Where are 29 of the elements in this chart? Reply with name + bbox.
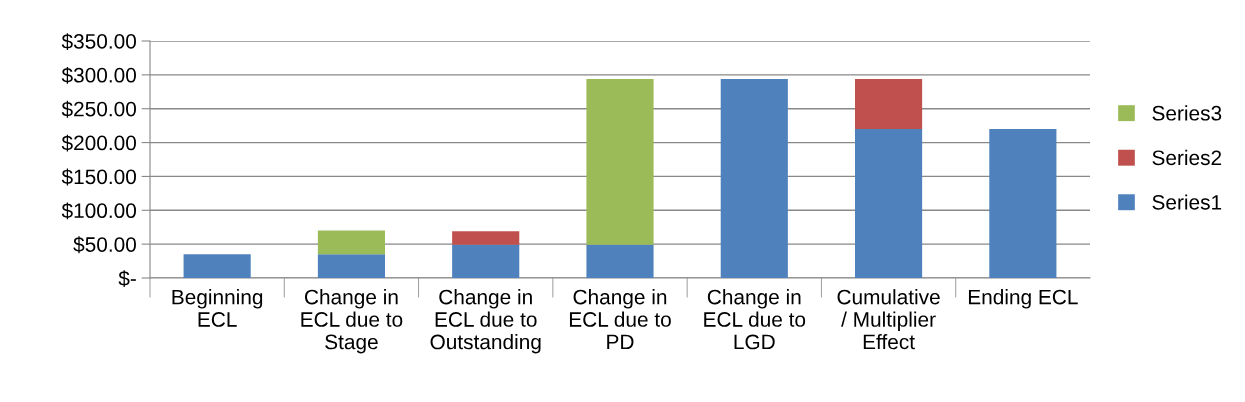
x-tick-label: Change in ECL due to LGD: [704, 289, 806, 350]
x-tick-label: Beginning ECL: [172, 289, 263, 327]
bar: [720, 78, 788, 278]
y-tick-label: $100.00: [61, 202, 136, 220]
y-tick-label: $200.00: [61, 134, 136, 152]
y-tick-label: $300.00: [61, 66, 136, 84]
bar: [452, 244, 520, 278]
x-tick-label: Change in ECL due to PD: [569, 289, 671, 350]
bar: [317, 230, 385, 255]
bar: [855, 78, 923, 130]
y-tick-label: $350.00: [61, 33, 136, 50]
y-tick-label: $250.00: [61, 100, 136, 118]
legend-label: Series2: [1152, 149, 1222, 166]
bar: [183, 254, 251, 278]
bar: [855, 129, 923, 278]
legend-label: Series1: [1152, 194, 1222, 210]
bar: [452, 231, 520, 245]
bar: [989, 129, 1057, 278]
y-tick-label: $150.00: [61, 168, 136, 186]
y-tick-label: $50.00: [73, 236, 136, 254]
x-tick-label: Change in ECL due to Outstanding: [430, 289, 541, 354]
legend-label: Series3: [1152, 105, 1222, 121]
x-tick-label: Cumulative / Multiplier Effect: [837, 289, 940, 350]
bar: [586, 244, 654, 278]
x-tick-label: Change in ECL due to Stage: [301, 289, 403, 354]
y-tick-label: $-: [118, 270, 136, 287]
bar: [317, 254, 385, 278]
x-tick-label: Ending ECL: [968, 289, 1078, 309]
bar: [586, 78, 654, 245]
